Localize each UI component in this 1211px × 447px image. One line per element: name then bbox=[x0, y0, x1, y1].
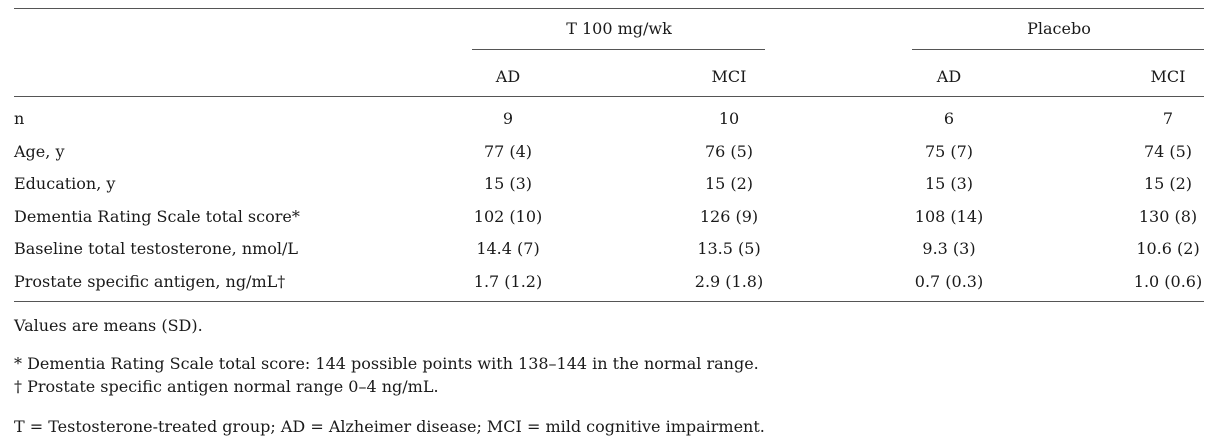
table-cell: 15 (2) bbox=[704, 174, 754, 193]
table-cell: 9.3 (3) bbox=[922, 239, 976, 258]
table-cell: 75 (7) bbox=[924, 142, 974, 161]
group-header-testosterone: T 100 mg/wk bbox=[566, 19, 672, 38]
table-cell: 130 (8) bbox=[1138, 207, 1198, 226]
table-bottom-rule bbox=[14, 301, 1204, 302]
table-cell: 76 (5) bbox=[704, 142, 754, 161]
row-label-education: Education, y bbox=[14, 174, 116, 193]
table-cell: 13.5 (5) bbox=[697, 239, 761, 258]
column-header-t-mci: MCI bbox=[711, 67, 747, 86]
column-header-p-mci: MCI bbox=[1150, 67, 1186, 86]
table-cell: 10.6 (2) bbox=[1136, 239, 1200, 258]
table-cell: 15 (3) bbox=[924, 174, 974, 193]
table-top-rule bbox=[14, 8, 1204, 9]
table-cell: 15 (2) bbox=[1143, 174, 1193, 193]
table-cell: 2.9 (1.8) bbox=[694, 272, 764, 291]
table-cell: 1.7 (1.2) bbox=[473, 272, 543, 291]
footnote-drs: * Dementia Rating Scale total score: 144… bbox=[14, 354, 759, 373]
table-cell: 10 bbox=[718, 109, 740, 128]
table-cell: 6 bbox=[943, 109, 955, 128]
table-cell: 9 bbox=[502, 109, 514, 128]
row-label-dementia-rating-scale: Dementia Rating Scale total score* bbox=[14, 207, 300, 226]
group-header-placebo: Placebo bbox=[1027, 19, 1091, 38]
header-bottom-rule bbox=[14, 96, 1204, 97]
table-cell: 0.7 (0.3) bbox=[914, 272, 984, 291]
column-header-p-ad: AD bbox=[936, 67, 962, 86]
footnote-values-means: Values are means (SD). bbox=[14, 316, 203, 335]
table-cell: 7 bbox=[1162, 109, 1174, 128]
table-cell: 15 (3) bbox=[483, 174, 533, 193]
row-label-age: Age, y bbox=[14, 142, 65, 161]
table-cell: 1.0 (0.6) bbox=[1133, 272, 1203, 291]
group-underline-testosterone bbox=[472, 49, 765, 50]
row-label-n: n bbox=[14, 109, 25, 128]
column-header-t-ad: AD bbox=[495, 67, 521, 86]
table-cell: 14.4 (7) bbox=[476, 239, 540, 258]
footnote-abbreviations: T = Testosterone-treated group; AD = Alz… bbox=[14, 417, 765, 436]
table-cell: 77 (4) bbox=[483, 142, 533, 161]
table-cell: 126 (9) bbox=[699, 207, 759, 226]
footnote-psa: † Prostate specific antigen normal range… bbox=[14, 377, 439, 396]
row-label-baseline-testosterone: Baseline total testosterone, nmol/L bbox=[14, 239, 299, 258]
group-underline-placebo bbox=[912, 49, 1204, 50]
table-cell: 108 (14) bbox=[914, 207, 984, 226]
table-cell: 102 (10) bbox=[473, 207, 543, 226]
row-label-prostate-specific-antigen: Prostate specific antigen, ng/mL† bbox=[14, 272, 286, 291]
table-cell: 74 (5) bbox=[1143, 142, 1193, 161]
